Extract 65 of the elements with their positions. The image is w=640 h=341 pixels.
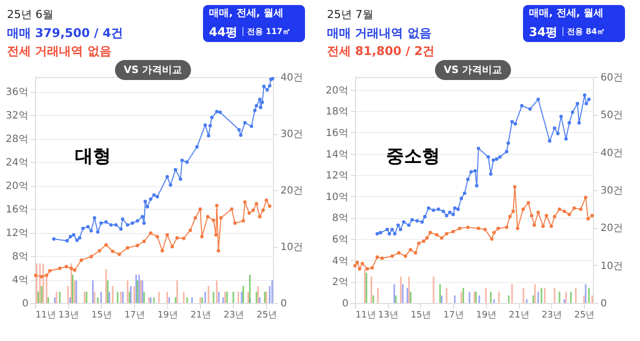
y-tick-label: 16억 bbox=[6, 204, 28, 216]
x-tick-label: 11년 bbox=[36, 310, 56, 320]
y-tick-label: 24억 bbox=[6, 158, 28, 169]
text: 25년 6월 bbox=[7, 8, 54, 21]
x-tick-label: 15년 bbox=[410, 310, 432, 320]
y-tick-label: 32억 bbox=[6, 110, 28, 122]
y2-tick-label: 50건 bbox=[600, 110, 624, 122]
x-tick-label: 19년 bbox=[476, 310, 497, 320]
x-tick-label: 15년 bbox=[91, 310, 112, 320]
y2-tick-label: 30건 bbox=[280, 129, 304, 140]
x-tick-label: 19년 bbox=[157, 310, 178, 320]
y2-tick-label: 0 bbox=[280, 298, 287, 310]
annotation: 대형 bbox=[75, 146, 111, 167]
y-tick-label: 0 bbox=[22, 298, 28, 310]
text: 매매, 전세, 월세 bbox=[209, 8, 284, 19]
y2-tick-label: 40건 bbox=[280, 72, 304, 84]
y-tick-label: 10억 bbox=[326, 192, 348, 203]
text: 매매 거래내역 없음 bbox=[327, 26, 432, 40]
x-tick-label: 23년 bbox=[224, 310, 244, 320]
y2-tick-label: 30건 bbox=[600, 186, 624, 196]
text: 전세 81,800 / 2건 bbox=[327, 44, 435, 58]
y2-tick-label: 10건 bbox=[280, 242, 304, 253]
x-tick-label: 21년 bbox=[190, 310, 212, 320]
y2-tick-label: 40건 bbox=[600, 148, 624, 159]
x-tick-label: 13년 bbox=[378, 310, 398, 320]
y-tick-label: 16억 bbox=[326, 128, 348, 139]
y-tick-label: 28억 bbox=[6, 134, 28, 146]
y-tick-label: 20억 bbox=[6, 181, 28, 192]
y-tick-label: 6억 bbox=[332, 234, 348, 246]
x-tick-label: 13년 bbox=[58, 310, 79, 320]
y-tick-label: 0 bbox=[342, 298, 348, 310]
y-tick-label: 4억 bbox=[12, 275, 28, 286]
y2-tick-label: 20건 bbox=[600, 223, 624, 234]
text: 25년 7월 bbox=[327, 8, 374, 21]
y-tick-label: 36억 bbox=[6, 87, 28, 98]
y-tick-label: 8억 bbox=[332, 213, 348, 224]
y2-tick-label: 60건 bbox=[600, 72, 624, 84]
text: VS 가격비교 bbox=[444, 65, 502, 76]
x-tick-label: 17년 bbox=[124, 310, 145, 320]
x-tick-label: 25년 bbox=[574, 310, 595, 320]
x-tick-label: 23년 bbox=[542, 310, 562, 320]
annotation: 중소형 bbox=[386, 146, 440, 167]
y-tick-label: 8억 bbox=[12, 252, 28, 263]
x-tick-label: 21년 bbox=[508, 310, 530, 320]
y2-tick-label: 10건 bbox=[600, 260, 624, 272]
y-tick-label: 18억 bbox=[326, 106, 348, 118]
text: 매매, 전세, 월세 bbox=[529, 8, 604, 19]
y-tick-label: 12억 bbox=[6, 228, 28, 240]
y-tick-label: 4억 bbox=[332, 256, 348, 267]
text: 전용 117㎡ bbox=[247, 27, 290, 36]
y2-tick-label: 20건 bbox=[280, 186, 304, 196]
text: 매매 379,500 / 4건 bbox=[7, 26, 123, 40]
text: 전세 거래내역 없음 bbox=[7, 44, 112, 58]
y2-tick-label: 0 bbox=[600, 298, 607, 310]
x-tick-label: 11년 bbox=[356, 310, 376, 320]
text: 전용 84㎡ bbox=[567, 27, 605, 36]
text: 44평 bbox=[209, 25, 238, 39]
x-tick-label: 25년 bbox=[256, 310, 278, 320]
text: 34평 bbox=[529, 25, 558, 39]
x-tick-label: 17년 bbox=[443, 310, 464, 320]
text: VS 가격비교 bbox=[124, 65, 182, 76]
y-tick-label: 14억 bbox=[326, 149, 348, 160]
y-tick-label: 2억 bbox=[332, 277, 348, 288]
y-tick-label: 20억 bbox=[326, 85, 348, 96]
y-tick-label: 12억 bbox=[326, 170, 348, 182]
